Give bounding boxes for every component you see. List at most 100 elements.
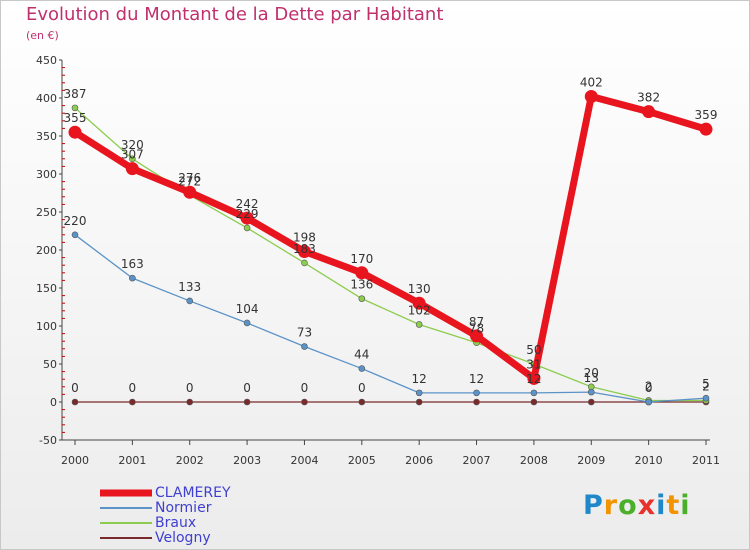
data-point (587, 388, 595, 396)
data-label: 136 (350, 278, 373, 292)
data-label: 0 (243, 381, 251, 395)
y-tick-label: 300 (36, 168, 57, 181)
legend-label-normier: Normier (155, 500, 212, 516)
data-label: 12 (412, 372, 427, 386)
data-label: 78 (469, 322, 484, 336)
logo-letter: t (666, 490, 681, 521)
data-point (129, 398, 136, 406)
data-point (186, 297, 194, 305)
data-label: 102 (408, 303, 431, 317)
data-point (642, 105, 656, 119)
data-label: 272 (178, 174, 201, 188)
data-label: 44 (354, 348, 369, 362)
data-point (243, 319, 251, 327)
data-point (645, 398, 652, 406)
data-label: 2 (645, 379, 653, 393)
data-label: 0 (645, 381, 653, 395)
series-line (74, 234, 707, 403)
data-label: 20 (584, 366, 599, 380)
data-point (584, 89, 598, 103)
data-point (243, 224, 251, 232)
x-tick-label: 2003 (233, 454, 261, 467)
logo-letter: i (680, 490, 691, 521)
data-label: 170 (350, 252, 373, 266)
logo-letter: x (637, 490, 657, 521)
series-normier (71, 231, 710, 406)
series-line (73, 92, 708, 382)
data-point (355, 266, 369, 280)
data-label: 220 (64, 214, 87, 228)
data-point (415, 389, 423, 397)
data-label: 276 (178, 171, 201, 185)
series-velogny (71, 398, 710, 406)
data-label: 163 (121, 257, 144, 271)
y-tick-label: 100 (36, 320, 57, 333)
data-label: 242 (236, 197, 259, 211)
data-point (129, 155, 136, 163)
y-tick-label: 400 (36, 92, 57, 105)
data-label: 0 (71, 381, 79, 395)
legend-label-braux: Braux (155, 515, 197, 531)
data-label: 31 (526, 357, 541, 371)
data-label: 50 (526, 343, 541, 357)
x-tick-label: 2008 (520, 454, 548, 467)
x-tick-label: 2000 (61, 454, 89, 467)
logo-letter: i (656, 490, 667, 521)
y-tick-label: 0 (50, 396, 57, 409)
data-label: 183 (293, 242, 316, 256)
x-tick-label: 2009 (577, 454, 605, 467)
data-point (702, 394, 710, 402)
x-tick-label: 2004 (290, 454, 318, 467)
series-clamerey (68, 89, 713, 385)
x-tick-label: 2002 (176, 454, 204, 467)
data-point (129, 274, 136, 282)
data-point (71, 104, 79, 112)
data-label: 0 (129, 381, 137, 395)
data-point (71, 231, 79, 239)
x-tick-label: 2007 (463, 454, 491, 467)
data-label: 359 (695, 108, 718, 122)
logo-letter: P (583, 490, 604, 521)
data-label: 130 (408, 282, 431, 296)
data-label: 12 (469, 372, 484, 386)
data-point (301, 343, 308, 350)
data-point (358, 295, 366, 302)
data-point (183, 185, 197, 199)
data-point (527, 371, 541, 385)
data-point (699, 122, 713, 136)
y-tick-label: 150 (36, 282, 57, 295)
data-point (412, 296, 426, 310)
y-tick-label: -50 (39, 434, 57, 447)
data-label: 198 (293, 231, 316, 245)
y-tick-label: 200 (36, 244, 57, 257)
data-point (358, 365, 366, 372)
data-point (186, 398, 194, 406)
y-tick-label: 50 (43, 358, 57, 371)
data-point (297, 245, 311, 259)
x-tick-label: 2010 (635, 454, 663, 467)
data-point (243, 398, 251, 406)
data-label: 13 (584, 371, 599, 385)
y-tick-label: 350 (36, 130, 57, 143)
data-point (301, 398, 308, 406)
data-label: 12 (526, 372, 541, 386)
x-tick-label: 2005 (348, 454, 376, 467)
logo-letter: r (603, 490, 619, 521)
data-label: 0 (186, 381, 194, 395)
series-line (74, 107, 706, 402)
data-point (530, 389, 538, 397)
data-point (68, 125, 82, 139)
data-label: 73 (297, 326, 312, 340)
data-point (415, 398, 423, 406)
data-label: 2 (702, 379, 710, 393)
data-label: 133 (178, 280, 201, 294)
data-point (125, 162, 139, 176)
data-label: 0 (358, 381, 366, 395)
y-tick-label: 450 (36, 54, 57, 67)
data-label: 104 (236, 302, 259, 316)
data-label: 5 (702, 377, 710, 391)
data-label: 87 (469, 315, 484, 329)
data-point (301, 259, 308, 267)
